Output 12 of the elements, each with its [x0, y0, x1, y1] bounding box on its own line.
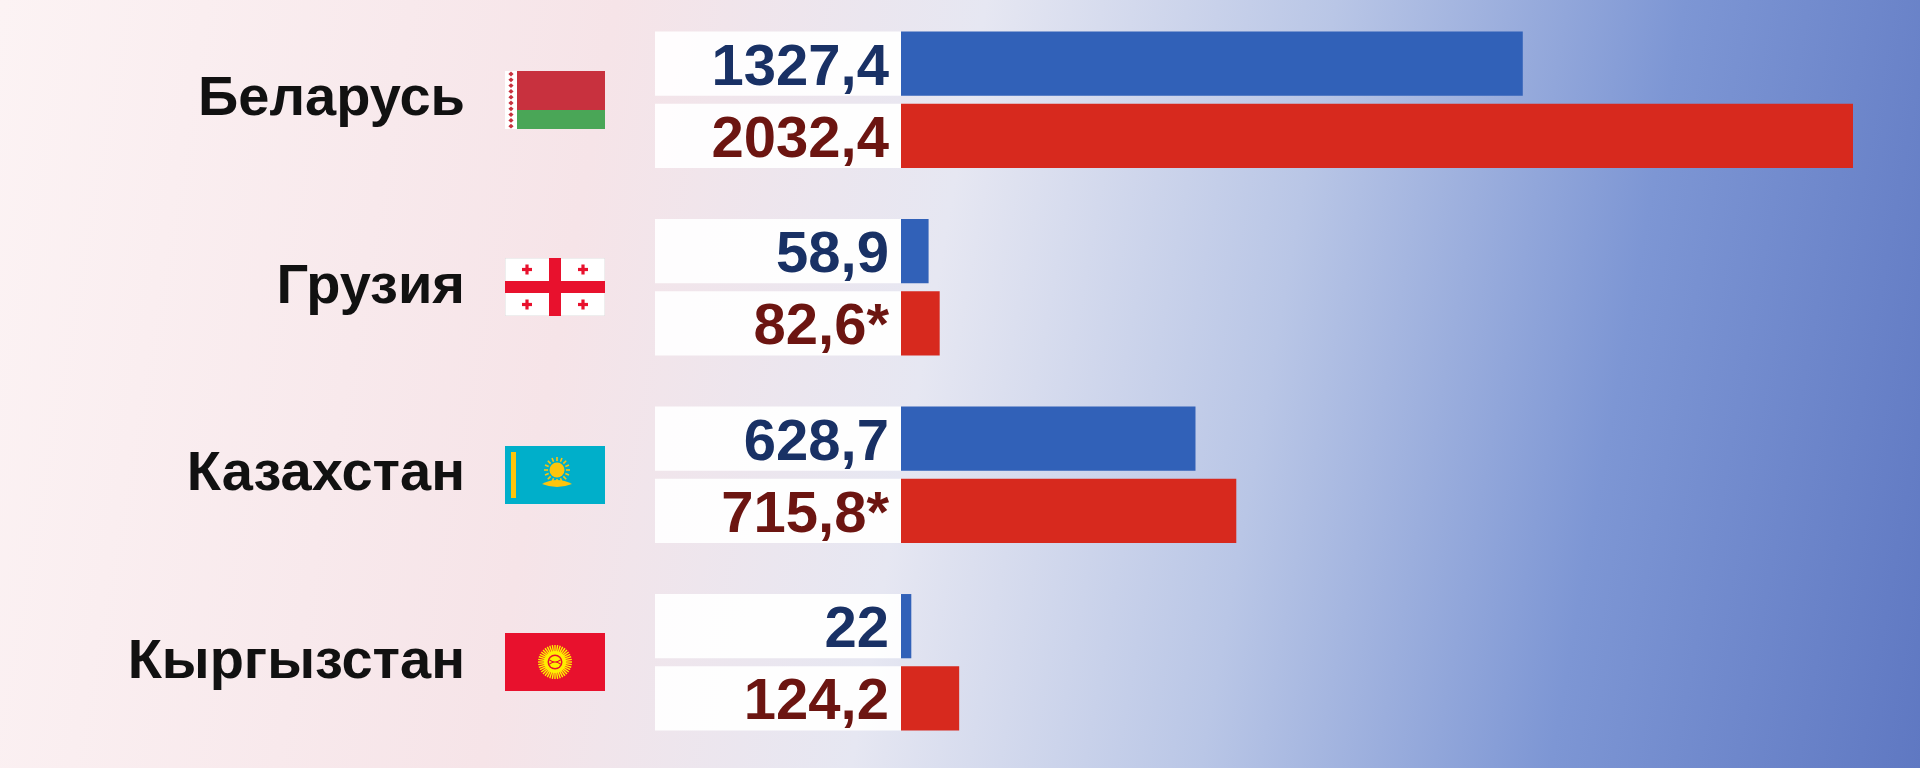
y-tick-label: Беларусь — [198, 64, 465, 128]
data-label: 58,9 — [776, 219, 889, 285]
data-label: 124,2 — [743, 666, 889, 732]
y-tick-label: Казахстан — [186, 439, 465, 503]
data-label: 715,8* — [721, 478, 890, 544]
data-label: 1327,4 — [711, 31, 889, 97]
data-label: 2032,4 — [711, 103, 889, 169]
data-label: 82,6* — [753, 291, 890, 357]
data-label: 22 — [824, 594, 889, 660]
y-tick-label: Кыргызстан — [127, 626, 465, 690]
y-tick-label: Грузия — [276, 251, 465, 315]
data-label: 628,7 — [743, 406, 889, 472]
